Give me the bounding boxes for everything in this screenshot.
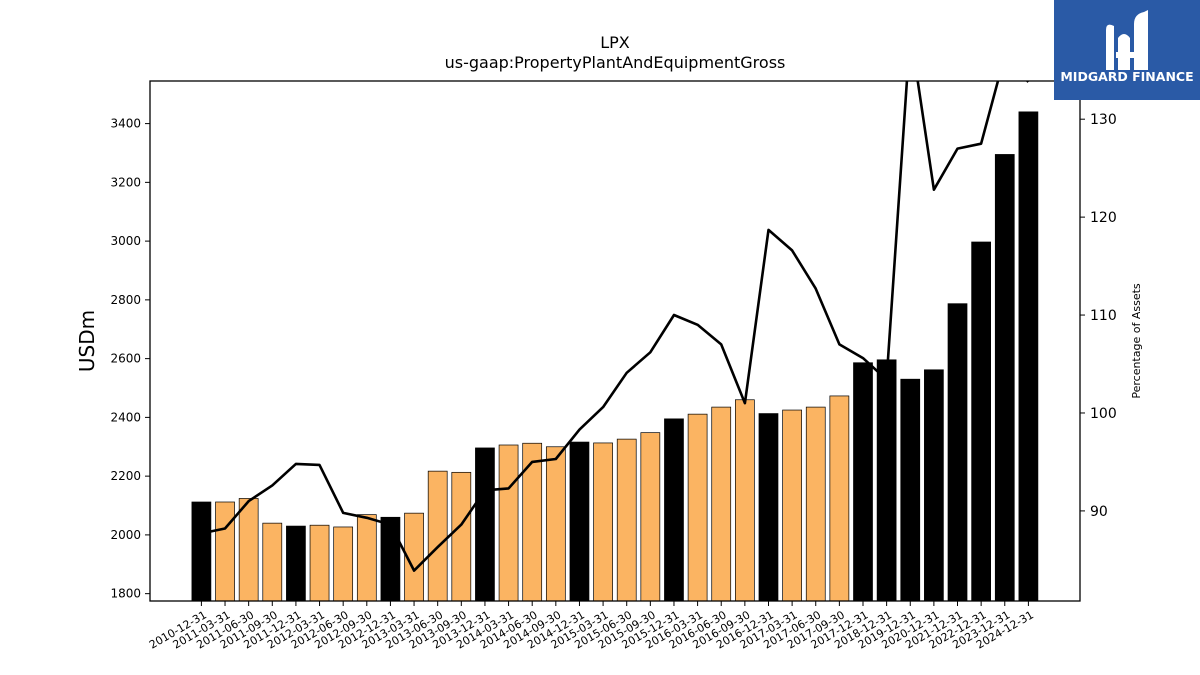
- y-axis-label-left: USDm: [75, 310, 99, 372]
- bar-2015-06-30: [616, 438, 637, 602]
- bar-2014-09-30: [545, 446, 566, 602]
- bar-2023-12-31: [994, 154, 1015, 602]
- bar-2011-12-31: [286, 525, 306, 602]
- bar-2019-12-31: [900, 378, 921, 602]
- y-tick-label-right: 100: [1090, 406, 1117, 422]
- bar-2013-12-31: [475, 447, 495, 602]
- bar-2011-03-31: [215, 501, 235, 602]
- bar-2015-03-31: [593, 442, 613, 602]
- bar-2020-12-31: [924, 369, 944, 602]
- y-tick-label-left: 2200: [110, 469, 141, 483]
- bars-group: [191, 111, 1039, 602]
- bar-2016-12-31: [758, 413, 779, 602]
- chart-title: LPX: [600, 33, 630, 52]
- y-tick-label-right: 90: [1090, 504, 1108, 520]
- bar-2012-03-31: [309, 524, 330, 602]
- bar-2014-03-31: [498, 444, 519, 602]
- y-ticks-left: 1800 2000 2200 2400 2600 2800 3000 3200 3400: [110, 117, 150, 601]
- bar-2011-06-30: [238, 498, 259, 602]
- bar-2014-06-30: [522, 442, 543, 602]
- y-ticks-right: 90 100 110 120 130: [1080, 112, 1117, 520]
- bar-2022-12-31: [971, 241, 991, 602]
- y-tick-label-left: 2000: [110, 528, 141, 542]
- bar-2012-06-30: [333, 526, 354, 602]
- line-group: [201, 81, 1030, 572]
- bar-2016-03-31: [687, 413, 708, 602]
- y-tick-label-left: 2600: [110, 352, 141, 366]
- bar-2010-12-31: [191, 501, 212, 602]
- midgard-m-logo-icon: [1106, 10, 1148, 71]
- brand-name: MIDGARD FINANCE: [1060, 69, 1193, 84]
- bar-2017-09-30: [829, 395, 850, 602]
- x-ticks: 2010-12-312011-03-312011-06-302011-09-30…: [147, 601, 1036, 652]
- bar-2011-09-30: [262, 522, 283, 602]
- bar-2015-09-30: [640, 432, 661, 602]
- bar-2013-09-30: [451, 471, 472, 602]
- y-axis-label-right: Percentage of Assets: [1130, 283, 1143, 399]
- y-tick-label-right: 120: [1090, 210, 1117, 226]
- y-tick-label-left: 3000: [110, 234, 141, 248]
- bar-2017-12-31: [853, 362, 873, 602]
- y-tick-label-left: 1800: [110, 587, 141, 601]
- bar-2021-12-31: [947, 303, 968, 602]
- y-tick-label-left: 2800: [110, 293, 141, 307]
- y-tick-label-left: 3200: [110, 175, 141, 189]
- y-tick-label-left: 2400: [110, 410, 141, 424]
- y-tick-label-right: 130: [1090, 112, 1117, 128]
- bar-2014-12-31: [569, 441, 590, 602]
- brand-logo: MIDGARD FINANCE: [1054, 0, 1200, 100]
- bar-2013-06-30: [427, 470, 448, 602]
- bar-2018-12-31: [876, 359, 897, 602]
- bar-2017-06-30: [805, 406, 826, 602]
- chart-subtitle: us-gaap:PropertyPlantAndEquipmentGross: [445, 53, 786, 72]
- bar-2012-12-31: [380, 516, 401, 602]
- bar-2024-12-31: [1018, 111, 1039, 602]
- bar-2017-03-31: [782, 409, 802, 602]
- bar-2015-12-31: [664, 418, 684, 602]
- bar-2016-09-30: [735, 399, 755, 602]
- y-tick-label-left: 3400: [110, 117, 141, 131]
- bar-2016-06-30: [711, 406, 732, 602]
- plot-frame: [149, 80, 1081, 602]
- bar-2012-09-30: [356, 514, 377, 602]
- y-tick-label-right: 110: [1090, 308, 1117, 324]
- percentage-line: [201, 81, 1030, 572]
